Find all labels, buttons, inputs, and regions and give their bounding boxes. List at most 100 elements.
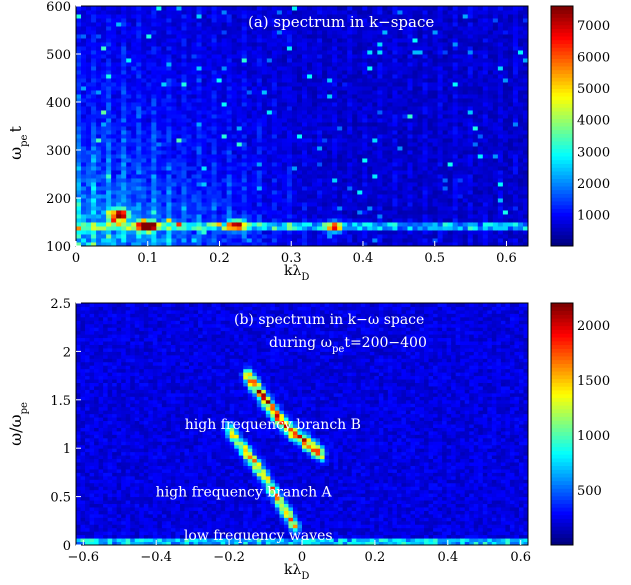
- heatmap-a-cell: [211, 78, 218, 83]
- heatmap-a-cell: [156, 109, 163, 115]
- heatmap-a-cell: [407, 73, 414, 79]
- heatmap-a-cell: [211, 57, 218, 63]
- heatmap-a-cell: [271, 81, 278, 87]
- heatmap-a-cell: [392, 174, 399, 179]
- heatmap-a-cell: [226, 146, 233, 151]
- heatmap-a-cell: [126, 21, 133, 27]
- heatmap-a-cell: [256, 201, 263, 207]
- heatmap-a-cell: [462, 177, 469, 183]
- heatmap-a-cell: [487, 138, 494, 143]
- heatmap-a-cell: [437, 229, 444, 235]
- heatmap-a-cell: [312, 37, 318, 43]
- heatmap-a-cell: [422, 234, 429, 239]
- heatmap-a-cell: [276, 225, 283, 231]
- heatmap-a-cell: [307, 225, 313, 231]
- heatmap-a-cell: [206, 129, 213, 135]
- heatmap-a-cell: [281, 165, 288, 171]
- heatmap-a-cell: [141, 181, 148, 187]
- heatmap-a-cell: [337, 97, 344, 103]
- heatmap-a-cell: [91, 61, 97, 67]
- heatmap-a-cell: [146, 90, 153, 95]
- heatmap-a-cell: [487, 21, 494, 27]
- heatmap-a-cell: [186, 57, 193, 63]
- heatmap-a-cell: [387, 6, 394, 11]
- heatmap-a-cell: [362, 85, 369, 91]
- heatmap-a-cell: [442, 213, 449, 219]
- heatmap-a-cell: [452, 33, 459, 39]
- heatmap-a-cell: [251, 9, 258, 15]
- heatmap-a-cell: [161, 73, 168, 79]
- heatmap-a-cell: [482, 29, 489, 35]
- heatmap-a-cell: [91, 141, 97, 147]
- heatmap-a-cell: [462, 61, 469, 67]
- heatmap-a-cell: [266, 93, 273, 99]
- heatmap-a-cell: [111, 225, 118, 231]
- heatmap-a-cell: [377, 29, 384, 35]
- heatmap-a-cell: [266, 177, 273, 183]
- heatmap-a-cell: [392, 150, 399, 155]
- heatmap-a-cell: [402, 57, 409, 63]
- heatmap-a-cell: [146, 181, 153, 187]
- heatmap-a-cell: [422, 69, 429, 75]
- heatmap-a-cell: [337, 225, 344, 231]
- heatmap-a-cell: [166, 49, 173, 55]
- heatmap-a-cell: [397, 102, 404, 107]
- heatmap-a-cell: [347, 186, 354, 191]
- heatmap-a-cell: [191, 222, 198, 227]
- heatmap-a-cell: [171, 162, 178, 167]
- heatmap-a-cell: [332, 121, 339, 127]
- heatmap-a-cell: [216, 33, 223, 39]
- heatmap-a-cell: [417, 6, 424, 11]
- heatmap-a-cell: [447, 186, 454, 191]
- heatmap-a-cell: [397, 42, 404, 47]
- heatmap-a-cell: [161, 134, 168, 139]
- heatmap-a-cell: [302, 85, 308, 91]
- heatmap-a-cell: [141, 117, 148, 123]
- heatmap-a-cell: [171, 33, 178, 39]
- heatmap-a-cell: [457, 109, 464, 115]
- heatmap-a-cell: [226, 222, 233, 227]
- heatmap-a-cell: [367, 113, 374, 119]
- heatmap-a-cell: [76, 138, 82, 143]
- heatmap-a-cell: [216, 37, 223, 43]
- heatmap-a-cell: [241, 146, 248, 151]
- heatmap-a-cell: [362, 150, 369, 155]
- heatmap-a-cell: [422, 6, 429, 11]
- heatmap-a-cell: [196, 141, 203, 147]
- heatmap-a-cell: [382, 201, 389, 207]
- heatmap-a-cell: [196, 158, 203, 163]
- heatmap-a-cell: [332, 169, 339, 175]
- heatmap-a-cell: [286, 93, 293, 99]
- heatmap-a-cell: [296, 90, 303, 95]
- heatmap-a-cell: [226, 189, 233, 195]
- heatmap-a-cell: [126, 129, 133, 135]
- heatmap-a-cell: [106, 37, 113, 43]
- heatmap-a-cell: [302, 29, 308, 35]
- heatmap-a-cell: [141, 177, 148, 183]
- heatmap-a-cell: [231, 186, 238, 191]
- heatmap-a-cell: [307, 109, 313, 115]
- heatmap-a-cell: [412, 9, 419, 15]
- heatmap-a-cell: [462, 213, 469, 219]
- heatmap-a-cell: [76, 93, 82, 99]
- heatmap-a-cell: [467, 153, 474, 159]
- heatmap-a-cell: [226, 97, 233, 103]
- heatmap-a-cell: [151, 53, 158, 59]
- heatmap-a-cell: [101, 57, 108, 63]
- heatmap-a-cell: [317, 45, 323, 51]
- heatmap-a-cell: [402, 69, 409, 75]
- heatmap-a-cell: [417, 169, 424, 175]
- heatmap-a-cell: [457, 126, 464, 131]
- heatmap-a-cell: [101, 162, 108, 167]
- heatmap-a-cell: [261, 218, 268, 223]
- heatmap-a-cell: [377, 6, 384, 11]
- heatmap-a-cell: [372, 6, 379, 11]
- heatmap-a-cell: [457, 93, 464, 99]
- heatmap-a-cell: [412, 45, 419, 51]
- heatmap-a-cell: [427, 37, 434, 43]
- heatmap-a-cell: [86, 181, 92, 187]
- heatmap-a-cell: [407, 177, 414, 183]
- heatmap-a-cell: [91, 146, 97, 151]
- heatmap-a-cell: [347, 29, 354, 35]
- heatmap-a-cell: [477, 109, 484, 115]
